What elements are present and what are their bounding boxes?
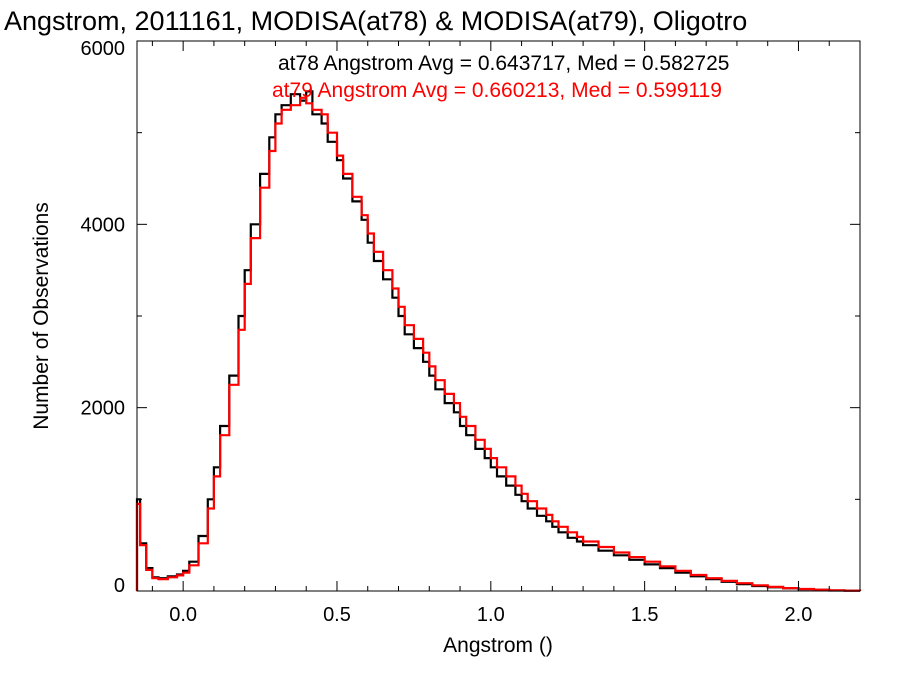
- series-layer: [135, 90, 862, 592]
- y-tick-label: 0: [114, 575, 125, 597]
- series-line-0: [135, 90, 862, 592]
- x-tick-label: 2.0: [785, 604, 813, 626]
- x-tick-label: 1.0: [477, 604, 505, 626]
- y-axis-label: Number of Observations: [30, 202, 53, 430]
- x-tick-label: 1.5: [631, 604, 659, 626]
- ticks-layer: 0.0 0.5 1.0 1.5 2.0 0 2000 4000 6000: [81, 38, 861, 626]
- chart-title: Angstrom, 2011161, MODISA(at78) & MODISA…: [4, 6, 747, 36]
- x-axis-label: Angstrom (): [443, 634, 553, 657]
- plot-area: [135, 90, 862, 592]
- annotation-at79: at79 Angstrom Avg = 0.660213, Med = 0.59…: [272, 79, 722, 102]
- y-tick-label: 2000: [81, 398, 126, 420]
- series-line-1: [135, 96, 862, 592]
- annotation-at78: at78 Angstrom Avg = 0.643717, Med = 0.58…: [278, 52, 729, 75]
- x-tick-label: 0.0: [169, 604, 197, 626]
- x-tick-label: 0.5: [323, 604, 351, 626]
- y-tick-label: 6000: [81, 38, 126, 60]
- y-tick-label: 4000: [81, 214, 126, 236]
